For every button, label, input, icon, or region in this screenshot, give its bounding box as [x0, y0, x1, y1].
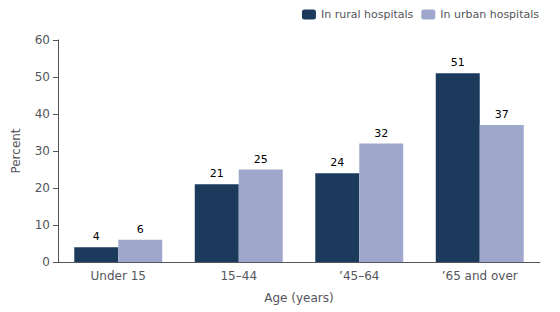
svg-text:24: 24 [330, 156, 344, 169]
svg-text:6: 6 [137, 223, 144, 236]
svg-text:60: 60 [35, 33, 50, 47]
svg-text:10: 10 [35, 218, 50, 232]
svg-text:50: 50 [35, 70, 50, 84]
svg-text:40: 40 [35, 107, 50, 121]
svg-text:0: 0 [42, 255, 50, 269]
svg-text:’65 and over: ’65 and over [442, 269, 518, 283]
svg-text:Under 15: Under 15 [91, 269, 146, 283]
svg-text:51: 51 [451, 56, 465, 69]
svg-text:15–44: 15–44 [220, 269, 257, 283]
svg-text:30: 30 [35, 144, 50, 158]
svg-text:In rural hospitals: In rural hospitals [321, 8, 414, 21]
svg-text:37: 37 [495, 108, 509, 121]
svg-text:25: 25 [254, 153, 268, 166]
svg-text:In urban hospitals: In urban hospitals [440, 8, 539, 21]
svg-text:4: 4 [93, 230, 100, 243]
svg-text:Percent: Percent [9, 128, 23, 173]
svg-text:20: 20 [35, 181, 50, 195]
svg-text:Age (years): Age (years) [264, 291, 333, 305]
svg-text:21: 21 [210, 167, 224, 180]
svg-text:32: 32 [374, 127, 388, 140]
svg-text:’45–64: ’45–64 [339, 269, 379, 283]
